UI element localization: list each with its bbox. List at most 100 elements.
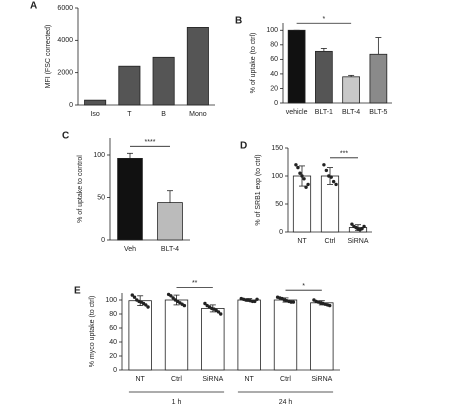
group-label: 1 h [172, 399, 182, 406]
y-tick-label: 50 [275, 201, 283, 208]
x-tick-label: NT [244, 376, 254, 383]
y-tick-label: 40 [109, 339, 117, 346]
error-bar [167, 190, 173, 203]
data-point [322, 163, 326, 167]
y-tick-label: 100 [93, 152, 105, 159]
y-tick-label: 20 [270, 85, 278, 92]
significance-label: **** [145, 139, 156, 146]
bar [186, 26, 209, 106]
error-bar [348, 74, 355, 77]
y-tick-label: 60 [270, 56, 278, 63]
y-tick-label: 0 [274, 100, 278, 107]
y-tick-label: 150 [271, 145, 283, 152]
data-point [324, 168, 329, 173]
x-tick-label: BLT-4 [161, 246, 179, 253]
data-point [304, 185, 308, 189]
y-tick-label: 100 [271, 173, 283, 180]
bar [164, 299, 189, 371]
x-tick-label: SiRNA [347, 238, 368, 245]
x-tick-label: Ctrl [280, 376, 291, 383]
data-point [329, 175, 333, 179]
x-tick-label: Ctrl [325, 238, 336, 245]
data-point [334, 182, 338, 187]
data-point [219, 312, 223, 316]
y-axis-label: % of SRB1 exp (to ctrl) [255, 154, 262, 225]
error-bar [320, 48, 327, 52]
y-tick-label: 100 [266, 27, 278, 34]
bar [237, 299, 261, 371]
data-point [362, 224, 366, 229]
data-point [294, 163, 298, 167]
y-tick-label: 100 [105, 297, 117, 304]
y-tick-label: 0 [101, 237, 105, 244]
x-tick-label: Ctrl [171, 376, 182, 383]
data-point [350, 222, 354, 226]
bar [315, 50, 333, 104]
data-point [296, 165, 300, 170]
y-tick-label: 0 [69, 102, 73, 109]
data-point [146, 305, 150, 309]
data-point [302, 177, 306, 181]
data-point [253, 299, 257, 304]
bar [157, 202, 183, 241]
x-tick-label: vehicle [286, 109, 308, 116]
bar [118, 65, 141, 106]
x-tick-label: BLT-5 [369, 109, 387, 116]
data-point [132, 295, 137, 299]
group-label: 24 h [279, 399, 293, 406]
significance-label: * [302, 283, 305, 290]
bar [310, 302, 334, 371]
y-tick-label: 2000 [57, 70, 73, 77]
panel-label: E [74, 286, 81, 297]
data-point [360, 226, 364, 231]
x-tick-label: Mono [189, 111, 207, 118]
data-point [306, 182, 310, 187]
bar [128, 300, 152, 371]
x-tick-label: NT [135, 376, 145, 383]
y-tick-label: 40 [270, 71, 278, 78]
bar [117, 157, 143, 241]
bar [84, 99, 107, 106]
x-tick-label: SiRNA [311, 376, 332, 383]
y-tick-label: 60 [109, 325, 117, 332]
data-point [144, 303, 148, 307]
y-axis-label: MFI (FSC corrected) [45, 25, 52, 89]
data-point [171, 296, 175, 300]
data-point [300, 174, 304, 178]
data-point [203, 301, 207, 306]
data-point [328, 303, 332, 308]
bar [273, 299, 298, 371]
y-axis-label: % of uptake to control [77, 155, 84, 223]
y-axis-label: % of uptake (to ctrl) [250, 33, 257, 94]
data-point [298, 171, 302, 175]
x-tick-label: Veh [124, 246, 136, 253]
significance-label: ** [192, 280, 198, 287]
y-tick-label: 50 [97, 194, 105, 201]
error-bar [327, 167, 333, 185]
data-point [169, 294, 173, 298]
y-tick-label: 80 [270, 42, 278, 49]
y-tick-label: 0 [113, 367, 117, 374]
panel-label: D [240, 141, 247, 152]
panel-label: B [235, 16, 242, 27]
error-bar [127, 152, 133, 159]
x-tick-label: T [127, 111, 132, 118]
x-tick-label: Iso [90, 111, 99, 118]
y-tick-label: 6000 [57, 5, 73, 12]
data-point [216, 310, 221, 314]
significance-label: *** [340, 151, 348, 158]
data-point [130, 293, 134, 297]
significance-label: * [323, 16, 326, 23]
x-tick-label: NT [297, 238, 307, 245]
bar [369, 53, 388, 104]
panel-label: C [62, 131, 69, 142]
bar [342, 76, 360, 104]
x-tick-label: SiRNA [202, 376, 223, 383]
y-axis-label: % myco uptake (to ctrl) [89, 296, 96, 368]
data-point [255, 297, 259, 301]
x-tick-label: BLT-4 [342, 109, 360, 116]
data-point [182, 303, 187, 308]
bar [152, 56, 175, 106]
x-tick-label: B [161, 111, 166, 118]
